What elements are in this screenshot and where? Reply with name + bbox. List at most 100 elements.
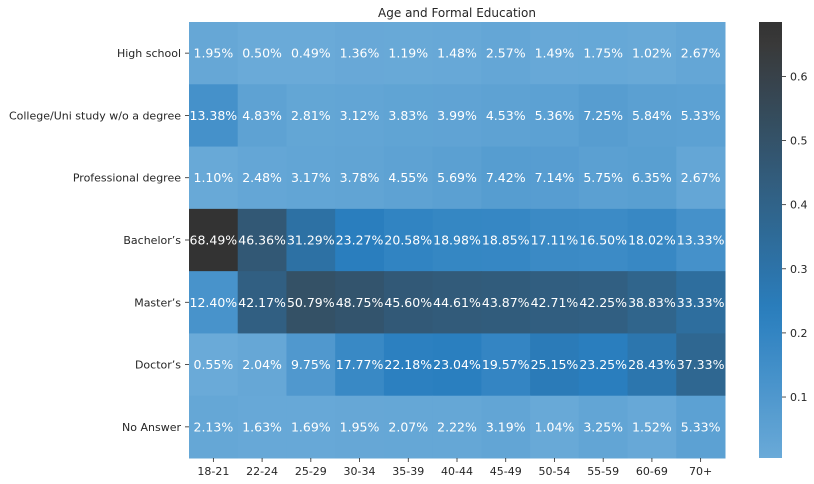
heatmap-cell [481,146,531,210]
cell-value-label: 1.10% [194,170,234,185]
heatmap-cell [627,395,677,459]
heatmap-cell [189,22,239,85]
cell-value-label: 5.33% [681,419,721,434]
cell-value-label: 25.15% [531,357,579,372]
heatmap-cell [481,84,531,148]
heatmap-cell [530,22,580,85]
heatmap-cell [286,146,336,210]
heatmap-cell [286,22,336,85]
cell-value-label: 3.17% [291,170,331,185]
cell-value-label: 2.07% [388,419,428,434]
y-axis-label: Doctor’s [135,359,181,372]
x-axis-label: 50-54 [538,465,570,478]
heatmap-cell [237,146,287,210]
heatmap-cell [286,84,336,148]
cell-value-label: 1.95% [340,419,380,434]
cell-value-label: 42.25% [579,295,627,310]
cell-value-label: 0.49% [291,46,331,61]
heatmap-cell [481,395,531,459]
cell-value-label: 3.25% [583,419,623,434]
cell-value-label: 3.78% [340,170,380,185]
heatmap-cell [189,146,239,210]
heatmap-cell [432,208,482,272]
heatmap-cell [432,333,482,397]
cell-value-label: 3.83% [388,108,428,123]
heatmap-cell [481,271,531,334]
heatmap-cell [237,84,287,148]
cell-value-label: 68.49% [190,233,238,248]
cell-value-label: 1.69% [291,419,331,434]
heatmap-cell [676,84,726,148]
heatmap-cell [578,208,629,272]
heatmap-cell [335,84,385,148]
cell-value-label: 48.75% [336,295,384,310]
cell-value-label: 28.43% [628,357,676,372]
heatmap-cell [627,208,677,272]
colorbar-tick-label: 0.2 [790,327,808,340]
heatmap-cell [481,333,531,397]
x-axis-label: 55-59 [587,465,619,478]
cell-value-label: 1.63% [242,419,282,434]
cell-value-label: 44.61% [433,295,481,310]
heatmap-cell [530,395,580,459]
heatmap-cell [578,84,629,148]
cell-value-label: 5.69% [437,170,477,185]
cell-value-label: 19.57% [482,357,530,372]
heatmap-cell [530,333,580,397]
cell-value-label: 42.17% [238,295,286,310]
heatmap-cell [578,333,629,397]
heatmap-cell [627,333,677,397]
heatmap-cell [286,333,336,397]
heatmap-cell [335,333,385,397]
cell-value-label: 42.71% [531,295,579,310]
cell-value-label: 23.04% [433,357,481,372]
cell-value-label: 17.11% [531,233,579,248]
heatmap-cell [578,22,629,85]
cell-value-label: 1.49% [535,46,575,61]
cell-value-label: 4.83% [242,108,282,123]
y-axis-label: Master’s [134,296,181,309]
heatmap-cell [676,208,726,272]
colorbar-tick-label: 0.5 [790,135,808,148]
cell-value-label: 5.36% [535,108,575,123]
cell-value-label: 46.36% [238,233,286,248]
cell-value-label: 1.04% [535,419,575,434]
heatmap-cell [189,333,239,397]
heatmap-cell [676,333,726,397]
cell-value-label: 13.33% [677,233,725,248]
heatmap-cell [286,208,336,272]
cell-value-label: 43.87% [482,295,530,310]
cell-value-label: 12.40% [190,295,238,310]
heatmap-cell [432,395,482,459]
cell-value-label: 1.52% [632,419,672,434]
heatmap-cells: 1.95% 0.50% 0.49% 1.36% 1.19% 1.48% 2.57% 1.49%… [189,22,726,459]
column-labels: 18-21 22-24 25-29 30-34 35-39 40-44 45-49 50-54… [197,458,712,478]
cell-value-label: 2.67% [681,170,721,185]
cell-value-label: 23.27% [336,233,384,248]
heatmap-cell [530,208,580,272]
cell-value-label: 3.99% [437,108,477,123]
heatmap-cell [481,208,531,272]
cell-value-label: 0.55% [194,357,234,372]
x-axis-label: 60-69 [636,465,668,478]
cell-value-label: 17.77% [336,357,384,372]
heatmap-cell [481,22,531,85]
cell-value-label: 38.83% [628,295,676,310]
heatmap-cell [189,395,239,459]
heatmap-cell [578,271,629,334]
cell-value-label: 1.48% [437,46,477,61]
heatmap-cell [383,395,434,459]
cell-value-label: 9.75% [291,357,331,372]
cell-value-label: 3.12% [340,108,380,123]
colorbar-tick-label: 0.4 [790,199,808,212]
heatmap-cell [189,208,239,272]
cell-value-label: 2.48% [242,170,282,185]
cell-value-label: 18.02% [628,233,676,248]
x-axis-label: 30-34 [344,465,376,478]
cell-value-label: 1.19% [388,46,428,61]
x-axis-label: 18-21 [197,465,229,478]
cell-value-label: 2.67% [681,46,721,61]
cell-value-label: 5.84% [632,108,672,123]
heatmap-cell [627,146,677,210]
y-axis-label: High school [117,47,181,60]
